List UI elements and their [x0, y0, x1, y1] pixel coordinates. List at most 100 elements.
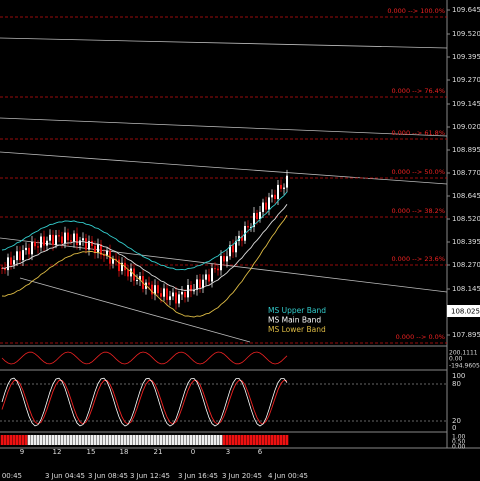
signal-block: [81, 435, 85, 445]
signal-block: [129, 435, 133, 445]
candle-body: [34, 241, 36, 247]
signal-block: [87, 435, 91, 445]
candle-body: [130, 268, 132, 277]
signal-block: [21, 435, 25, 445]
signal-block: [147, 435, 151, 445]
signal-block: [225, 435, 229, 445]
signal-block: [234, 435, 238, 445]
candle-body: [280, 184, 282, 189]
date-label: 3 Jun 20:45: [222, 472, 262, 480]
signal-block: [273, 435, 277, 445]
signal-block: [123, 435, 127, 445]
candle-body: [229, 245, 231, 257]
hour-label: 9: [20, 448, 24, 456]
signal-block: [228, 435, 232, 445]
price-label: 108.770: [452, 169, 480, 177]
signal-block: [258, 435, 262, 445]
signal-block: [6, 435, 10, 445]
candle-body: [250, 226, 252, 228]
fib-label: 0.000 --> 76.4%: [391, 87, 445, 95]
candle-body: [211, 268, 213, 282]
date-label: 3 Jun 08:45: [88, 472, 128, 480]
candle-body: [163, 288, 165, 297]
signal-block: [144, 435, 148, 445]
signal-block: [69, 435, 73, 445]
signal-block: [54, 435, 58, 445]
candle-body: [286, 175, 288, 188]
candle-body: [13, 260, 15, 265]
legend-label: MS Lower Band: [268, 325, 326, 334]
signal-block: [36, 435, 40, 445]
signal-block: [66, 435, 70, 445]
signal-block: [126, 435, 130, 445]
candle-body: [16, 251, 18, 261]
cci-label: 0.00: [449, 356, 463, 363]
signal-block: [45, 435, 49, 445]
signal-block: [33, 435, 37, 445]
candle-body: [10, 257, 12, 265]
signal-block: [117, 435, 121, 445]
signal-block: [105, 435, 109, 445]
hour-label: 6: [258, 448, 263, 456]
price-label: 109.145: [452, 100, 480, 108]
date-label: 3 Jun 00:45: [0, 472, 22, 480]
signal-block: [204, 435, 208, 445]
signal-block: [180, 435, 184, 445]
signal-block: [261, 435, 265, 445]
signal-block: [270, 435, 274, 445]
signal-block: [132, 435, 136, 445]
candle-body: [61, 236, 63, 244]
signal-block: [282, 435, 286, 445]
candle-body: [199, 279, 201, 289]
signal-block: [57, 435, 61, 445]
signal-block: [114, 435, 118, 445]
cci-label: -194.9605: [449, 363, 480, 370]
candle-body: [166, 288, 168, 300]
signal-block: [267, 435, 271, 445]
candle-body: [226, 256, 228, 262]
signal-block: [108, 435, 112, 445]
signal-block: [60, 435, 64, 445]
stoch-label: 80: [452, 380, 461, 388]
signal-block: [246, 435, 250, 445]
trend-line: [0, 117, 448, 137]
candle-body: [265, 202, 267, 210]
candle-body: [1, 268, 3, 269]
bottom-label: 1.00: [452, 434, 466, 441]
signal-block: [138, 435, 142, 445]
signal-block: [219, 435, 223, 445]
fib-label: 0.000 --> 50.0%: [391, 168, 445, 176]
price-label: 109.395: [452, 53, 480, 61]
signal-block: [174, 435, 178, 445]
signal-block: [0, 435, 4, 445]
candle-body: [136, 279, 138, 281]
candle-body: [31, 241, 33, 255]
candle-body: [157, 285, 159, 294]
date-label: 3 Jun 12:45: [130, 472, 170, 480]
candle-body: [97, 244, 99, 254]
hour-label: 18: [120, 448, 129, 456]
candle-body: [241, 235, 243, 241]
signal-block: [177, 435, 181, 445]
price-label: 109.645: [452, 6, 480, 14]
signal-block: [201, 435, 205, 445]
signal-block: [159, 435, 163, 445]
candle-body: [205, 274, 207, 280]
signal-block: [93, 435, 97, 445]
signal-block: [249, 435, 253, 445]
signal-block: [231, 435, 235, 445]
candle-body: [64, 232, 66, 244]
hour-label: 0: [191, 448, 195, 456]
candle-body: [220, 256, 222, 271]
current-price: 108.025: [451, 308, 480, 316]
trend-line: [0, 151, 448, 185]
candle-body: [49, 234, 51, 241]
signal-block: [3, 435, 7, 445]
candle-body: [112, 258, 114, 264]
signal-block: [99, 435, 103, 445]
candle-body: [88, 240, 90, 250]
signal-block: [168, 435, 172, 445]
band-line: [1, 191, 288, 271]
candle-body: [25, 247, 27, 251]
price-label: 108.145: [452, 285, 480, 293]
